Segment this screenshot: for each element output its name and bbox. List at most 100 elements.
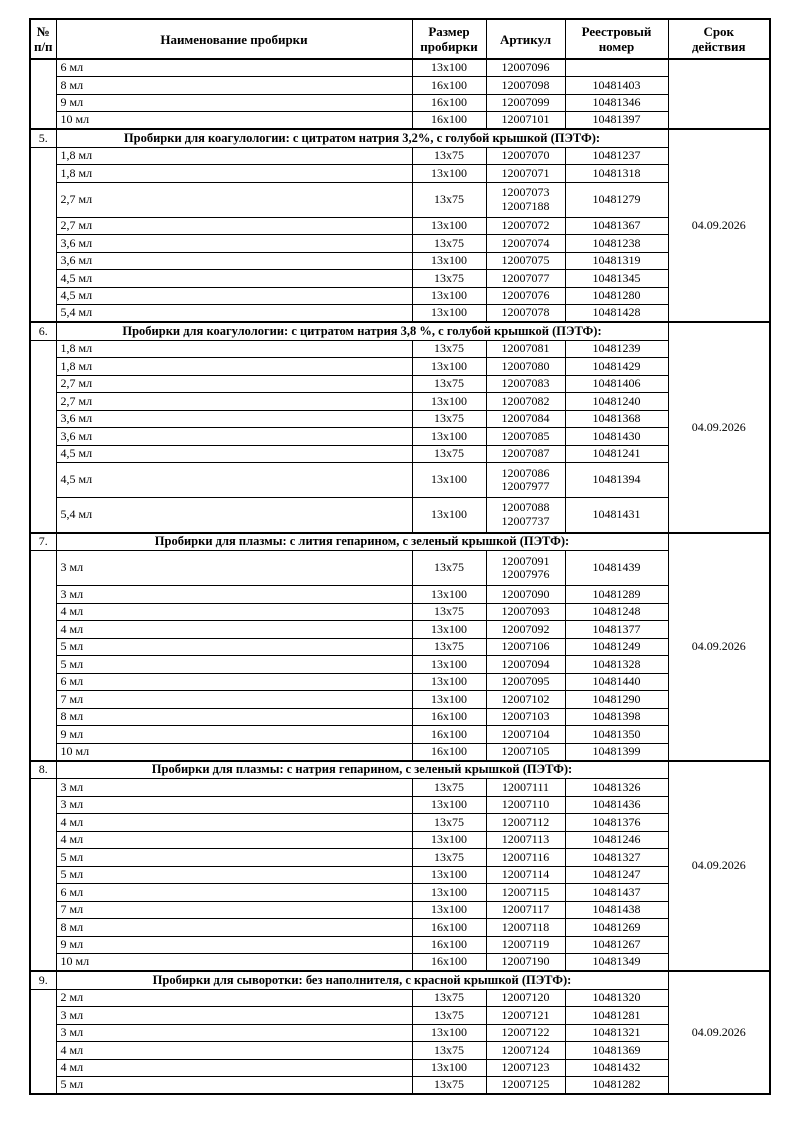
column-header-article: Артикул [485,18,566,60]
tube-size-cell: 13x100 [411,1023,487,1042]
tube-volume-cell: 4 мл [55,830,413,849]
tube-size-cell: 13x75 [411,550,487,586]
tube-volume-cell: 1,8 мл [55,146,413,165]
article-cell: 12007117 [485,900,566,919]
table-row: 10 мл 16x100 12007190 10481349 [30,953,770,972]
registry-number-cell: 10481429 [564,357,669,376]
article-cell: 12007103 [485,707,566,726]
row-spacer-cell [29,146,57,323]
tube-size-cell: 13x100 [411,392,487,411]
section-number: 6. [29,321,57,341]
article-cell: 12007105 [485,742,566,761]
article-cell: 12007099 [485,93,566,112]
tube-size-cell: 13x100 [411,1058,487,1077]
registry-number-cell: 10481241 [564,444,669,463]
registry-number-cell: 10481238 [564,234,669,253]
tube-volume-cell: 7 мл [55,900,413,919]
tube-volume-cell: 10 мл [55,742,413,761]
section-title: Пробирки для плазмы: с натрия гепарином,… [55,759,669,779]
table-header: № п/п Наименование пробирки Размер проби… [29,18,771,60]
registry-number-cell: 10481248 [564,602,669,621]
registry-number-cell: 10481397 [564,111,669,130]
registry-number-cell: 10481399 [564,742,669,761]
tube-size-cell: 13x100 [411,900,487,919]
tube-volume-cell: 6 мл [55,58,413,77]
column-header-validity: Срок действия [667,18,771,60]
article-cell: 12007087 [485,444,566,463]
table-row: 4,5 мл 13x75 12007077 10481345 [30,269,770,288]
section-row: 7. Пробирки для плазмы: с лития гепарином… [29,531,771,761]
tube-volume-cell: 9 мл [55,725,413,744]
article-cell: 12007077 [485,269,566,288]
tube-volume-cell: 8 мл [55,707,413,726]
article-cell: 12007080 [485,357,566,376]
tube-volume-cell: 4 мл [55,1041,413,1060]
tube-size-cell: 16x100 [411,725,487,744]
column-header-size: Размер пробирки [411,18,487,60]
tube-size-cell: 16x100 [411,111,487,130]
article-cell: 12007114 [485,865,566,884]
registry-number-cell: 10481328 [564,655,669,674]
table-row: 3,6 мл 13x75 12007074 10481238 [30,234,770,253]
tube-volume-cell: 4,5 мл [55,269,413,288]
table-row: 4 мл 13x75 12007093 10481248 [30,602,770,621]
table-row: 9 мл 16x100 12007104 10481350 [30,725,770,744]
registry-number-cell: 10481321 [564,1023,669,1042]
tube-size-cell: 16x100 [411,707,487,726]
tube-size-cell: 16x100 [411,918,487,937]
tube-size-cell: 13x75 [411,848,487,867]
tube-size-cell: 13x100 [411,795,487,814]
article-cell: 12007106 [485,637,566,656]
tube-size-cell: 13x100 [411,164,487,183]
table-row: 4,5 мл 13x100 12007076 10481280 [30,286,770,305]
registry-number-cell: 10481239 [564,339,669,358]
tube-size-cell: 16x100 [411,93,487,112]
tube-size-cell: 13x75 [411,988,487,1007]
table-row: 2,7 мл 13x100 12007072 10481367 [30,216,770,235]
registry-number-cell: 10481279 [564,181,669,218]
table-row: 10 мл 16x100 12007101 10481397 [30,111,770,130]
article-cell: 12007098 [485,76,566,95]
registry-number-cell: 10481350 [564,725,669,744]
article-cell: 12007115 [485,883,566,902]
tube-volume-cell: 5 мл [55,637,413,656]
tube-volume-cell: 6 мл [55,672,413,691]
registry-number-cell: 10481240 [564,392,669,411]
tube-size-cell: 13x75 [411,181,487,218]
registry-number-cell: 10481367 [564,216,669,235]
column-header-num: № п/п [29,18,57,60]
registry-number-cell: 10481430 [564,427,669,446]
tube-volume-cell: 2 мл [55,988,413,1007]
article-cell: 12007073 12007188 [485,181,566,218]
row-spacer-cell [29,988,57,1095]
tube-volume-cell: 3,6 мл [55,251,413,270]
tube-size-cell: 13x75 [411,1041,487,1060]
registry-number-cell: 10481319 [564,251,669,270]
article-cell: 12007071 [485,164,566,183]
tube-volume-cell: 3 мл [55,585,413,604]
table-row: 3,6 мл 13x100 12007075 10481319 [30,251,770,270]
tube-volume-cell: 3 мл [55,778,413,797]
tube-size-cell: 13x75 [411,444,487,463]
table-row: 10 мл 16x100 12007105 10481399 [30,742,770,761]
row-spacer-cell [29,550,57,761]
tube-size-cell: 16x100 [411,953,487,972]
tube-volume-cell: 8 мл [55,76,413,95]
validity-cell: 04.09.2026 [667,970,771,1095]
table-row: 5,4 мл 13x100 12007088 12007737 10481431 [30,497,770,533]
article-cell: 12007124 [485,1041,566,1060]
product-table: № п/п Наименование пробирки Размер проби… [29,18,771,1095]
table-row: 5 мл 13x100 12007094 10481328 [30,655,770,674]
article-cell: 12007072 [485,216,566,235]
tube-volume-cell: 5,4 мл [55,497,413,533]
tube-size-cell: 13x75 [411,234,487,253]
registry-number-cell: 10481246 [564,830,669,849]
tube-size-cell: 13x75 [411,1076,487,1095]
tube-volume-cell: 3 мл [55,550,413,586]
tube-volume-cell: 7 мл [55,690,413,709]
tube-volume-cell: 4 мл [55,620,413,639]
registry-number-cell: 10481368 [564,409,669,428]
registry-number-cell: 10481439 [564,550,669,586]
tube-size-cell: 13x100 [411,883,487,902]
article-cell: 12007094 [485,655,566,674]
